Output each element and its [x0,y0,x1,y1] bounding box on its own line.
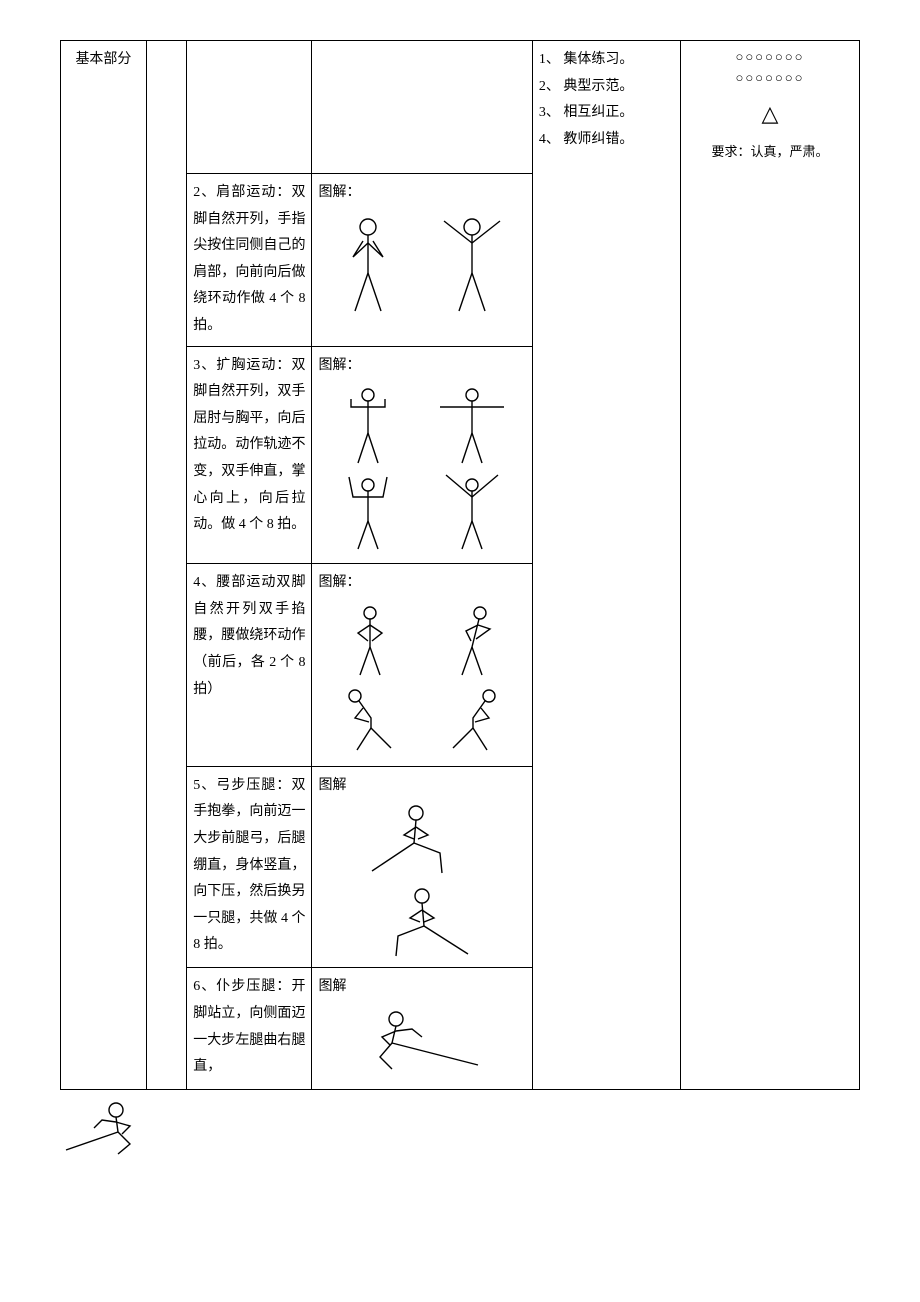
exercise-desc: 3、扩胸运动：双脚自然开列，双手屈肘与胸平，向后拉动。动作轨迹不变，双手伸直，掌… [193,353,305,539]
exercise-cell: 5、弓步压腿：双手抱拳，向前迈一大步前腿弓，后腿绷直，身体竖直，向下压，然后换另… [187,766,312,968]
stick-figure-chest-bent [333,385,403,465]
stick-figure-bend-forward [335,684,405,754]
stick-figure-lunge-left [362,886,482,961]
exercise-desc: 6、仆步压腿：开脚站立，向侧面迈一大步左腿曲右腿直， [193,974,305,1080]
stick-figure-arms-t [432,385,512,465]
section-label-cell: 基本部分 [61,41,147,1090]
stick-figure-hips-lean [444,603,504,678]
stick-figure-arms-raised-v [432,471,512,551]
teacher-triangle: △ [687,93,853,135]
exercise-desc: 5、弓步压腿：双手抱拳，向前迈一大步前腿弓，后腿绷直，身体竖直，向下压，然后换另… [193,773,305,959]
diagram-cell: 图解 [312,766,532,968]
overflow-figure [60,1100,860,1160]
figure-row [318,684,525,754]
stick-figure-arms-raised-bent [333,471,403,551]
figure-row [318,385,525,465]
diagram-cell: 图解 [312,968,532,1090]
requirement-text: 要求：认真，严肃。 [687,140,853,165]
figure-row [318,603,525,678]
exercise-cell: 4、腰部运动双脚自然开列双手掐腰，腰做绕环动作（前后，各 2 个 8 拍） [187,564,312,767]
diagram-cell: 图解： [312,174,532,347]
lesson-plan-page: 基本部分 1、 集体练习。 2、 典型示范。 3、 相互纠正。 4、 教师纠错。… [60,40,860,1160]
diagram-label: 图解 [318,773,525,800]
stick-figure-hips [340,603,400,678]
lesson-plan-table: 基本部分 1、 集体练习。 2、 典型示范。 3、 相互纠正。 4、 教师纠错。… [60,40,860,1090]
figure-row [318,471,525,551]
stick-figure-crouch-stretch-mirror [60,1100,180,1160]
formation-row: ○○○○○○○ [687,68,853,89]
spacer-col [146,41,186,1090]
steps-list: 1、 集体练习。 2、 典型示范。 3、 相互纠正。 4、 教师纠错。 [539,47,674,153]
figure-row [318,213,525,313]
table-row: 基本部分 1、 集体练习。 2、 典型示范。 3、 相互纠正。 4、 教师纠错。… [61,41,860,174]
exercise-desc: 4、腰部运动双脚自然开列双手掐腰，腰做绕环动作（前后，各 2 个 8 拍） [193,570,305,703]
diagram-label: 图解： [318,570,525,597]
stick-figure-lunge-right [362,803,482,878]
diagram-label: 图解： [318,353,525,380]
stick-figure-bend-forward-r [439,684,509,754]
step-item: 2、 典型示范。 [539,74,674,101]
diagram-label: 图解： [318,180,525,207]
stick-figure-shoulder-touch [333,213,403,313]
exercise-cell: 3、扩胸运动：双脚自然开列，双手屈肘与胸平，向后拉动。动作轨迹不变，双手伸直，掌… [187,346,312,564]
stick-figure-crouch-stretch [352,1007,492,1077]
formation-cell: ○○○○○○○ ○○○○○○○ △ 要求：认真，严肃。 [680,41,859,1090]
diagram-cell: 图解： [312,346,532,564]
exercise-cell-empty [187,41,312,174]
diagram-label: 图解 [318,974,525,1001]
stick-figure-arms-v [432,213,512,313]
figure-row [318,1007,525,1077]
step-item: 3、 相互纠正。 [539,100,674,127]
step-item: 1、 集体练习。 [539,47,674,74]
exercise-cell: 6、仆步压腿：开脚站立，向侧面迈一大步左腿曲右腿直， [187,968,312,1090]
exercise-desc: 2、肩部运动：双脚自然开列，手指尖按住同侧自己的肩部，向前向后做绕环动作做 4 … [193,180,305,340]
figure-column [318,803,525,961]
exercise-cell: 2、肩部运动：双脚自然开列，手指尖按住同侧自己的肩部，向前向后做绕环动作做 4 … [187,174,312,347]
section-label: 基本部分 [75,52,131,67]
steps-cell: 1、 集体练习。 2、 典型示范。 3、 相互纠正。 4、 教师纠错。 [532,41,680,1090]
formation-row: ○○○○○○○ [687,47,853,68]
diagram-cell-empty [312,41,532,174]
diagram-cell: 图解： [312,564,532,767]
step-item: 4、 教师纠错。 [539,127,674,154]
